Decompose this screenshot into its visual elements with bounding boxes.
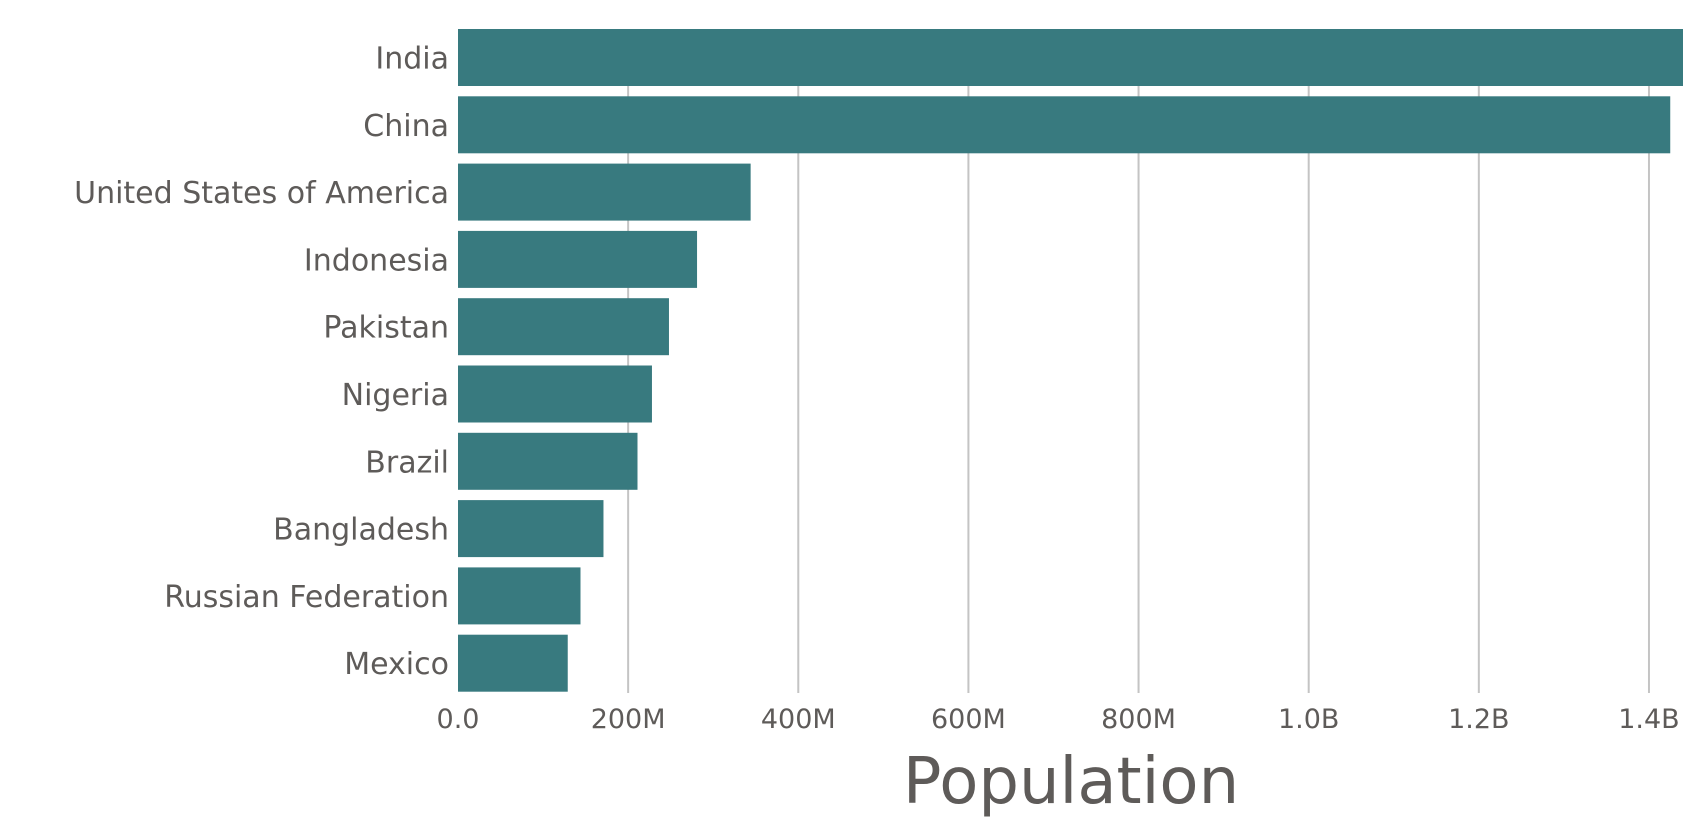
bar [458, 96, 1671, 154]
category-labels: India China United States of America Indone… [74, 42, 449, 683]
x-axis-title: Population [903, 745, 1239, 819]
bar [458, 29, 1683, 86]
category-label: India [375, 42, 449, 77]
category-label: Bangladesh [273, 513, 449, 548]
x-tick-label: 400M [761, 704, 836, 735]
category-label: China [363, 109, 449, 144]
x-tick-label: 1.2B [1448, 704, 1509, 735]
category-label: Indonesia [304, 243, 449, 278]
bar [458, 365, 652, 423]
bar [458, 163, 751, 221]
bar [458, 634, 568, 692]
bar [458, 500, 604, 558]
bar [458, 230, 698, 288]
bar [458, 567, 581, 625]
bar [458, 298, 669, 356]
bar [458, 432, 638, 490]
category-label: Nigeria [342, 378, 449, 413]
x-tick-label: 800M [1101, 704, 1176, 735]
category-label: Mexico [344, 647, 449, 682]
category-label: Brazil [365, 445, 449, 480]
x-tick-labels: 0.0 200M 400M 600M 800M 1.0B 1.2B 1.4B [437, 704, 1680, 735]
x-tick-label: 600M [931, 704, 1006, 735]
x-tick-label: 1.4B [1618, 704, 1679, 735]
category-label: Russian Federation [164, 580, 449, 615]
x-tick-label: 0.0 [437, 704, 480, 735]
category-label: Pakistan [323, 311, 449, 346]
bars [458, 29, 1683, 692]
category-label: United States of America [74, 176, 449, 211]
x-tick-label: 1.0B [1278, 704, 1339, 735]
x-tick-label: 200M [591, 704, 666, 735]
